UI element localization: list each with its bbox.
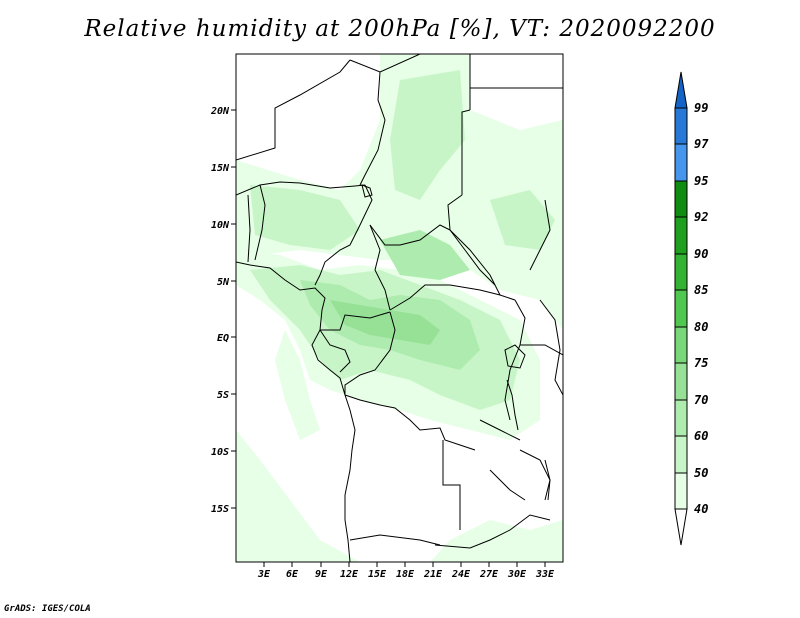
lon-label: 30E	[507, 569, 527, 580]
colorbar-segment	[674, 289, 688, 328]
lon-label: 24E	[451, 569, 471, 580]
colorbar-segment	[674, 472, 688, 510]
border-congo-drc	[344, 311, 396, 395]
colorbar-label: 95	[694, 174, 708, 188]
colorbar	[674, 71, 688, 546]
lon-label: 21E	[423, 569, 443, 580]
colorbar-segment	[674, 253, 688, 291]
colorbar-segment	[674, 399, 688, 437]
shade-region-coast-band	[275, 330, 320, 440]
border-west-africa-1	[254, 184, 266, 261]
colorbar-label: 85	[694, 283, 708, 297]
lake-tanganyika	[506, 379, 519, 431]
shade-50-north	[390, 70, 465, 200]
lat-label: 5N	[217, 277, 230, 288]
colorbar-label: 60	[694, 429, 708, 443]
shade-60-b	[380, 230, 470, 280]
border-east-1	[504, 299, 526, 421]
lon-label: 12E	[340, 569, 359, 580]
colorbar-top-triangle	[674, 71, 688, 109]
lon-label: 15E	[368, 569, 387, 580]
shade-region-west-strip	[236, 430, 360, 562]
border-libya-sudan	[461, 109, 471, 195]
lake-victoria	[504, 344, 526, 369]
colorbar-label: 40	[694, 502, 708, 516]
colorbar-segment	[674, 107, 688, 145]
border-east-6	[489, 469, 526, 501]
border-zambia-south	[434, 514, 551, 549]
border-drc-angola	[344, 394, 476, 451]
colorbar-segment	[674, 362, 688, 401]
border-west-africa-2	[247, 194, 251, 263]
border-east-5	[519, 449, 551, 501]
grads-credit: GrADS: IGES/COLA	[4, 604, 91, 614]
colorbar-label: 90	[694, 247, 708, 261]
colorbar-bottom-triangle	[674, 508, 688, 546]
lat-label: 20N	[210, 106, 230, 117]
lon-ticks	[263, 562, 546, 567]
colorbar-label: 80	[694, 320, 708, 334]
shade-region-north	[236, 54, 563, 330]
colorbar-segment	[674, 435, 688, 474]
lake-malawi	[544, 459, 551, 501]
lake-chad	[361, 184, 373, 198]
lat-label: 15N	[211, 163, 230, 174]
humidity-shading	[236, 54, 563, 562]
lon-label: 27E	[479, 569, 499, 580]
shade-region-southeast	[430, 520, 563, 562]
colorbar-label: 50	[694, 466, 708, 480]
map-frame	[235, 53, 564, 563]
country-borders	[236, 54, 563, 549]
colorbar-segment	[674, 143, 688, 182]
lat-labels: 20N 15N 10N 5N EQ 5S 10S 15S	[210, 106, 230, 515]
border-chad-sudan	[447, 194, 496, 286]
lon-label: 18E	[396, 569, 415, 580]
lon-label: 3E	[257, 569, 271, 580]
lat-label: 10S	[211, 447, 229, 458]
border-nigeria-cameroon	[314, 184, 373, 286]
lat-label: 5S	[217, 390, 229, 401]
colorbar-segment	[674, 180, 688, 218]
border-niger-chad	[359, 71, 386, 186]
border-east-3	[520, 344, 563, 356]
border-cameroon-car	[369, 224, 391, 311]
lon-label: 6E	[286, 569, 299, 580]
border-algeria-niger	[236, 59, 351, 161]
shade-50-east	[490, 190, 555, 250]
border-east-2	[539, 299, 563, 396]
border-gabon-congo	[319, 329, 351, 373]
colorbar-label: 75	[694, 356, 708, 370]
border-chad-car	[369, 224, 451, 246]
shade-70	[330, 300, 440, 345]
lon-labels: 3E 6E 9E 12E 15E 18E 21E 24E 27E 30E 33E	[257, 569, 555, 580]
colorbar-label: 70	[694, 393, 708, 407]
colorbar-segment	[674, 216, 688, 255]
colorbar-labels: 99 97 95 92 90 85 80 75 70 60 50 40	[694, 101, 709, 516]
colorbar-segment	[674, 326, 688, 364]
lat-label: EQ	[217, 333, 229, 344]
lon-label: 33E	[535, 569, 555, 580]
lat-label: 10N	[211, 220, 230, 231]
map-title: Relative humidity at 200hPa [%], VT: 202…	[84, 16, 716, 42]
colorbar-label: 92	[694, 210, 708, 224]
border-angola-namibia	[349, 534, 441, 546]
lat-label: 15S	[211, 504, 229, 515]
border-cameroon-congo	[320, 311, 391, 331]
lat-ticks	[231, 109, 236, 509]
colorbar-label: 97	[694, 137, 709, 151]
shade-50-sahel	[250, 185, 360, 250]
border-sudan-ethiopia	[529, 199, 551, 271]
border-angola-zambia	[442, 440, 461, 530]
lon-label: 9E	[315, 569, 328, 580]
coast-gulf-of-guinea	[236, 261, 356, 562]
colorbar-label: 99	[694, 101, 708, 115]
border-car-south-sudan	[449, 229, 501, 296]
coastline	[236, 184, 551, 562]
border-east-4	[479, 419, 521, 441]
